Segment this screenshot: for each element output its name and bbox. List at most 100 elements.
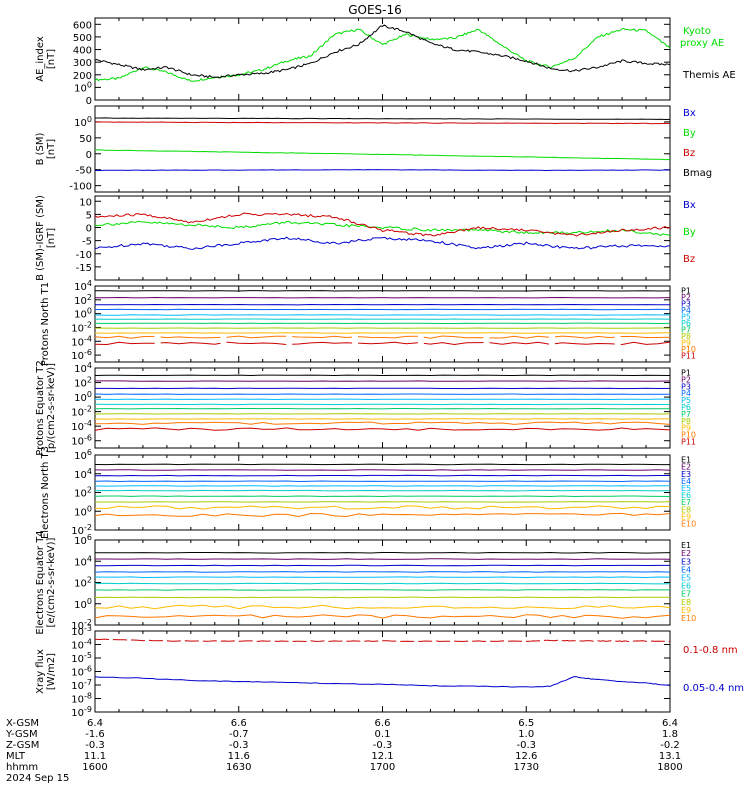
channel-label: P2 bbox=[681, 293, 691, 302]
channel-line-e2 bbox=[95, 558, 671, 560]
channel-label: E1 bbox=[681, 541, 691, 550]
ephemeris-value: 1.0 bbox=[518, 729, 534, 740]
y-axis-label: [nT] bbox=[46, 49, 57, 69]
y-tick-label: 0 bbox=[86, 150, 92, 161]
legend-label: Themis AE bbox=[682, 70, 736, 81]
channel-line-e6 bbox=[94, 489, 671, 492]
ephemeris-value: -0.3 bbox=[85, 740, 105, 751]
y-axis-label: Xray flux bbox=[35, 649, 46, 694]
y-tick-label: 200 bbox=[73, 71, 92, 82]
y-tick-label: 100 bbox=[74, 597, 92, 611]
panel-bigrf: -15 -10 -5 0 5 10 B (SM)-IGRF (SM) [nT] Bx By Bz bbox=[35, 195, 696, 281]
channel-line-e7 bbox=[94, 495, 671, 498]
channel-line-e1 bbox=[94, 551, 671, 554]
y-axis-label: [e/(cm2-s-sr-keV)] bbox=[46, 537, 57, 627]
legend-label: 0.1-0.8 nm bbox=[683, 645, 738, 656]
channel-label: E4 bbox=[681, 565, 691, 574]
ephemeris-value: 6.6 bbox=[375, 718, 391, 729]
series-line-bx bbox=[94, 236, 670, 250]
y-tick-label: -100 bbox=[69, 182, 92, 193]
y-tick-label: 10-2 bbox=[71, 405, 92, 419]
y-tick-label: 10-3 bbox=[71, 624, 92, 638]
ephemeris-value: 11.6 bbox=[228, 751, 250, 762]
series-line-bmag bbox=[95, 117, 671, 121]
channel-line-p11 bbox=[94, 427, 671, 431]
ephemeris-row-label: X-GSM bbox=[6, 718, 39, 729]
y-axis-label: B (SM) bbox=[35, 132, 46, 165]
y-tick-label: 100 bbox=[74, 115, 92, 129]
y-tick-label: 0 bbox=[86, 96, 92, 107]
channel-line-e2 bbox=[94, 469, 671, 471]
y-tick-label: 10-2 bbox=[71, 523, 92, 537]
channel-label: P6 bbox=[681, 403, 691, 412]
y-axis-label: [W/m2] bbox=[46, 653, 57, 690]
channel-label: E5 bbox=[681, 573, 691, 582]
ephemeris-value: 12.1 bbox=[371, 751, 393, 762]
channel-line-p11 bbox=[94, 341, 671, 346]
ephemeris-value: 0.1 bbox=[375, 729, 391, 740]
y-tick-label: 10-6 bbox=[71, 348, 92, 362]
legend-label: Bmag bbox=[683, 168, 712, 179]
y-tick-label: 100 bbox=[74, 307, 92, 321]
y-tick-label: 10-4 bbox=[71, 334, 92, 348]
series-line-kyoto-proxy-ae bbox=[94, 27, 671, 82]
y-tick-label: -50 bbox=[76, 166, 92, 177]
ephemeris-value: 1730 bbox=[514, 762, 539, 773]
channel-label: E8 bbox=[681, 598, 691, 607]
y-tick-label: -10 bbox=[76, 250, 92, 261]
ephemeris-value: -0.2 bbox=[660, 740, 680, 751]
legend-label: Bx bbox=[683, 108, 696, 119]
y-tick-label: 102 bbox=[74, 376, 92, 390]
channel-label: E10 bbox=[681, 519, 696, 528]
ephemeris-value: 1800 bbox=[657, 762, 682, 773]
y-tick-label: 10-2 bbox=[71, 618, 92, 632]
channel-line-e7 bbox=[94, 589, 670, 591]
channel-label: P2 bbox=[681, 375, 691, 384]
channel-line-e3 bbox=[94, 474, 670, 477]
channel-label: E8 bbox=[681, 505, 691, 514]
channel-label: P4 bbox=[681, 306, 691, 315]
legend-label: By bbox=[683, 227, 696, 238]
channel-label: P1 bbox=[681, 286, 691, 295]
channel-line-e8 bbox=[94, 596, 670, 599]
series-line-0-05-0-4-nm bbox=[94, 676, 671, 688]
y-tick-label: 100 bbox=[74, 390, 92, 404]
y-axis-label: Protons Equator T2 bbox=[35, 360, 46, 456]
y-tick-label: 50 bbox=[79, 134, 92, 145]
y-axis-label: Electrons Equator T4 bbox=[35, 530, 46, 634]
ephemeris-value: 1700 bbox=[370, 762, 395, 773]
channel-line-e3 bbox=[95, 564, 670, 567]
date-label: 2024 Sep 15 bbox=[6, 773, 69, 784]
channel-label: E7 bbox=[681, 590, 691, 599]
legend-label: By bbox=[683, 128, 696, 139]
ephemeris-value: 6.5 bbox=[518, 718, 534, 729]
channel-label: P8 bbox=[681, 417, 691, 426]
ephemeris-value: 11.1 bbox=[84, 751, 106, 762]
channel-label: E4 bbox=[681, 477, 691, 486]
channel-label: P11 bbox=[681, 438, 696, 447]
x-axis-ephemeris: X-GSM 6.4 6.6 6.6 6.5 6.4 Y-GSM -1.6 -0.7 0.1 1.0 1… bbox=[5, 718, 683, 784]
channel-line-p3 bbox=[95, 387, 671, 390]
y-tick-label: 100 bbox=[74, 504, 92, 518]
y-tick-label: 104 bbox=[74, 361, 92, 375]
y-tick-label: 10 bbox=[79, 197, 92, 208]
y-tick-label: 104 bbox=[74, 279, 92, 293]
series-line-bx bbox=[95, 169, 671, 172]
channel-label: P10 bbox=[681, 345, 696, 354]
legend-label: Kyoto bbox=[683, 26, 711, 37]
channel-label: E9 bbox=[681, 512, 691, 521]
y-tick-label: 100 bbox=[74, 80, 92, 94]
y-tick-label: 10-4 bbox=[71, 638, 92, 652]
panel-xray: 10-910-810-710-610-510-410-3 Xray flux [W/… bbox=[35, 624, 744, 719]
channel-label: P1 bbox=[681, 368, 691, 377]
channel-label: E6 bbox=[681, 582, 691, 591]
legend-label: proxy AE bbox=[680, 38, 724, 49]
ephemeris-row-label: MLT bbox=[6, 751, 26, 762]
channel-label: E2 bbox=[681, 549, 691, 558]
channel-line-e4 bbox=[94, 571, 671, 573]
panel-en: 10-2 100 102 104 106 Electrons North T3 E1E2E3… bbox=[40, 446, 696, 539]
channel-line-e10 bbox=[94, 512, 671, 518]
